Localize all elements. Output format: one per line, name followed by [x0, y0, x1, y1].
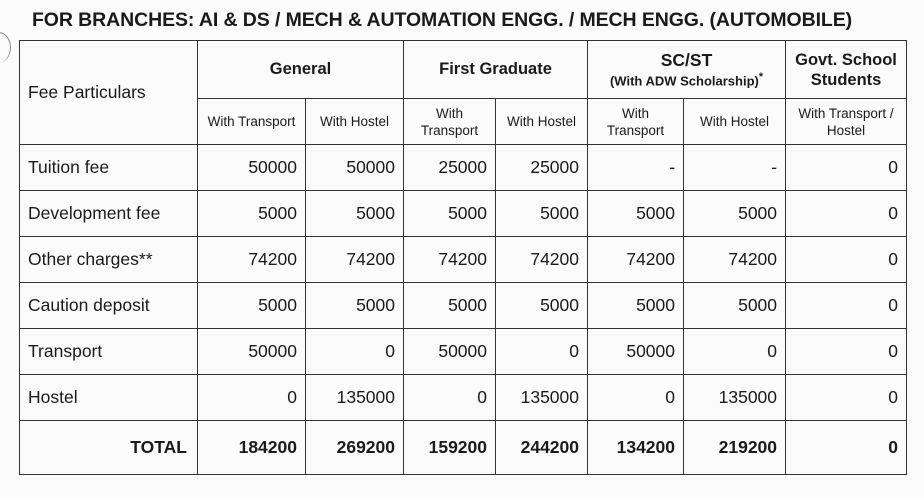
value-cell: 184200 [197, 420, 306, 475]
value-cell: 5000 [683, 282, 787, 329]
subheader-cell: With Transport / Hostel [785, 98, 908, 145]
value-cell: 50000 [197, 328, 306, 375]
header-general: General [196, 40, 405, 99]
row-label: Caution deposit [19, 282, 198, 329]
value-cell: 0 [785, 328, 908, 375]
subheader-cell: With Transport [403, 98, 497, 145]
value-cell: 134200 [587, 420, 685, 475]
row-label: Hostel [19, 374, 198, 421]
value-cell: 5000 [495, 282, 589, 329]
value-cell: - [683, 144, 787, 191]
value-cell: 50000 [403, 328, 497, 375]
subheader-cell: With Hostel [683, 98, 787, 145]
value-cell: 0 [785, 420, 908, 475]
subheader-cell: With Transport [197, 98, 306, 145]
value-cell: 5000 [403, 190, 497, 237]
value-cell: 5000 [683, 190, 787, 237]
value-cell: 0 [197, 374, 306, 421]
value-cell: 0 [785, 374, 908, 421]
row-label: TOTAL [19, 420, 198, 475]
value-cell: 74200 [403, 236, 497, 283]
subheader-cell: With Hostel [495, 98, 589, 145]
value-cell: 5000 [304, 282, 405, 329]
value-cell: 244200 [495, 420, 589, 475]
value-cell: 25000 [403, 144, 497, 191]
value-cell: 219200 [683, 420, 787, 475]
value-cell: 5000 [495, 190, 589, 237]
table-row: Development fee 5000 5000 5000 5000 5000 5000 0 [19, 190, 908, 237]
value-cell: 0 [403, 374, 497, 421]
value-cell: 0 [785, 236, 908, 283]
row-label: Transport [19, 328, 198, 375]
table-row: Tuition fee 50000 50000 25000 25000- -0 [19, 144, 908, 191]
value-cell: 5000 [197, 190, 306, 237]
header-govt-school: Govt. School Students [785, 40, 908, 99]
subheader-cell: With Hostel [304, 98, 405, 145]
value-cell: 159200 [403, 420, 497, 475]
value-cell: 74200 [495, 236, 589, 283]
value-cell: 50000 [197, 144, 306, 191]
fee-table: Fee Particulars General First Graduate S… [19, 40, 908, 475]
value-cell: 135000 [495, 374, 589, 421]
table-row: Hostel 0 135000 0 135000 0 135000 0 [19, 374, 908, 421]
value-cell: 50000 [587, 328, 685, 375]
header-fee-particulars: Fee Particulars [19, 40, 198, 145]
value-cell: 74200 [587, 236, 685, 283]
table-row: Caution deposit 5000 5000 5000 5000 5000 5000 0 [19, 282, 908, 329]
value-cell: 5000 [587, 190, 685, 237]
value-cell: 74200 [197, 236, 306, 283]
row-label: Tuition fee [19, 144, 198, 191]
table-row: Transport 50000 0 50000 0 50000 0 0 [19, 328, 908, 375]
value-cell: 135000 [683, 374, 787, 421]
value-cell: 5000 [304, 190, 405, 237]
total-row: TOTAL 184200 269200 159200 244200 134200 21920… [19, 420, 908, 475]
value-cell: 74200 [304, 236, 405, 283]
page-title: FOR BRANCHES: AI & DS / MECH & AUTOMATIO… [32, 9, 853, 31]
header-scst: SC/ST (With ADW Scholarship)* [587, 40, 787, 99]
value-cell: 0 [587, 374, 685, 421]
value-cell: 25000 [495, 144, 589, 191]
scan-edge-mark [0, 32, 11, 63]
value-cell: 0 [785, 144, 908, 191]
value-cell: 0 [683, 328, 787, 375]
value-cell: 269200 [304, 420, 405, 475]
value-cell: 50000 [304, 144, 405, 191]
value-cell: - [587, 144, 685, 191]
value-cell: 0 [785, 282, 908, 329]
header-first-graduate: First Graduate [403, 40, 589, 99]
row-label: Other charges** [19, 236, 198, 283]
row-label: Development fee [19, 190, 198, 237]
value-cell: 0 [304, 328, 405, 375]
subheader-cell: With Transport [587, 98, 685, 145]
table-row: Other charges** 74200 74200 74200 74200 74200… [19, 236, 908, 283]
value-cell: 5000 [403, 282, 497, 329]
value-cell: 74200 [683, 236, 787, 283]
value-cell: 135000 [304, 374, 405, 421]
value-cell: 5000 [587, 282, 685, 329]
value-cell: 0 [495, 328, 589, 375]
value-cell: 0 [785, 190, 908, 237]
value-cell: 5000 [197, 282, 306, 329]
